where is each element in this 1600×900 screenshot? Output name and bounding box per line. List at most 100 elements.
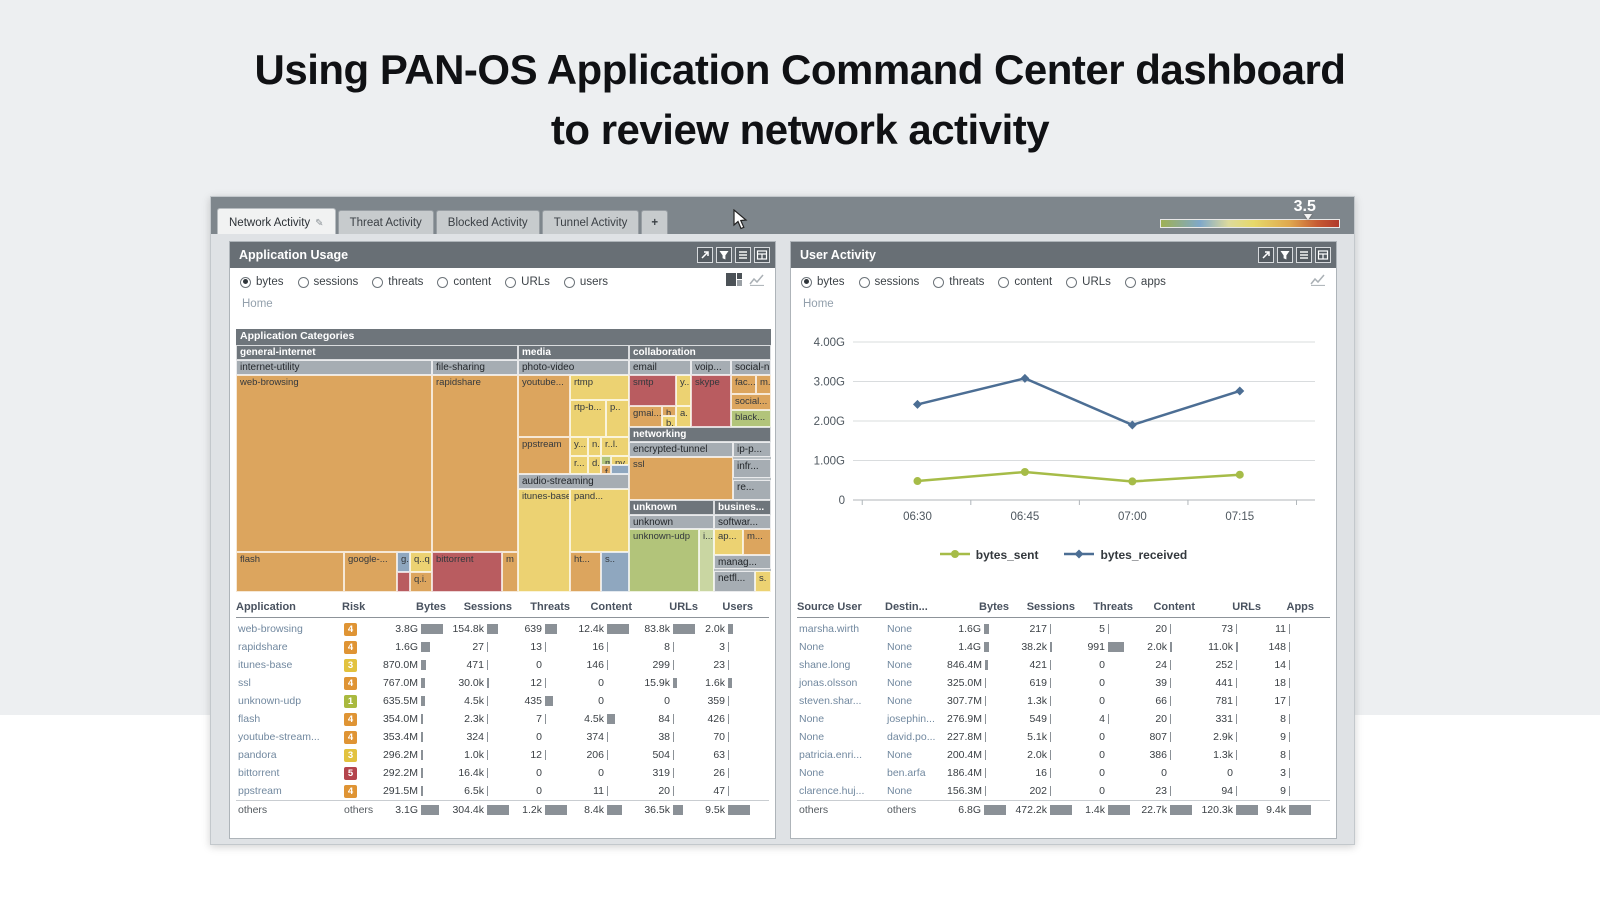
treemap-tile[interactable]: pand... — [570, 489, 629, 552]
treemap-tile[interactable]: itunes-base — [518, 489, 570, 592]
treemap-subcategory[interactable]: internet-utility — [236, 360, 432, 375]
table-row[interactable]: others others 3.1G 304.4k 1.2k 8.4k 36.5k 9.5k — [236, 800, 769, 818]
table-row[interactable]: steven.shar... None 307.7M 1.3k 0 66 781 17 — [797, 692, 1330, 710]
radio-dot-icon[interactable] — [1066, 276, 1078, 288]
table-row[interactable]: unknown-udp 1 635.5M 4.5k 435 0 0 359 — [236, 692, 769, 710]
column-header-application[interactable]: Application — [236, 601, 296, 613]
treemap-tile[interactable]: ssl — [629, 457, 733, 500]
column-header-urls[interactable]: URLs — [1232, 601, 1261, 613]
column-header-urls[interactable]: URLs — [669, 601, 698, 613]
radio-dot-icon[interactable] — [437, 276, 449, 288]
legend-item-bytes_received[interactable]: bytes_received — [1064, 548, 1187, 562]
table-row[interactable]: None josephin... 276.9M 549 4 20 331 8 — [797, 710, 1330, 728]
treemap-tile[interactable]: social... — [731, 394, 771, 410]
treemap-subcategory[interactable]: unknown — [629, 515, 714, 529]
treemap-tile[interactable]: ap... — [714, 529, 743, 555]
treemap-tile[interactable]: rtp-b... — [570, 400, 606, 437]
treemap-subcategory[interactable]: manag... — [714, 555, 771, 569]
table-row[interactable]: None david.po... 227.8M 5.1k 0 807 2.9k 9 — [797, 728, 1330, 746]
maximize-icon[interactable] — [697, 247, 713, 263]
maximize-icon[interactable] — [1258, 247, 1274, 263]
treemap-tile[interactable]: y... — [570, 437, 588, 456]
table-row[interactable]: pandora 3 296.2M 1.0k 12 206 504 63 — [236, 746, 769, 764]
application-usage-breadcrumb[interactable]: Home — [242, 298, 273, 310]
table-row[interactable]: youtube-stream... 4 353.4M 324 0 374 38 70 — [236, 728, 769, 746]
column-header-threats[interactable]: Threats — [1093, 601, 1133, 613]
radio-dot-icon[interactable] — [858, 276, 870, 288]
tab-tunnel-activity[interactable]: Tunnel Activity — [541, 210, 640, 234]
treemap-tile[interactable]: rtmp — [570, 375, 629, 400]
treemap-tile[interactable]: i... — [699, 529, 714, 592]
treemap-tile[interactable]: fac... — [731, 375, 756, 394]
treemap-tile[interactable]: nv — [611, 456, 629, 465]
radio-threats[interactable]: threats — [933, 276, 984, 288]
radio-urls[interactable]: URLs — [505, 276, 550, 288]
treemap-category[interactable]: collaboration — [629, 345, 771, 360]
treemap-tile[interactable]: google-... — [344, 552, 397, 592]
treemap-category[interactable]: busines... — [714, 500, 771, 515]
radio-dot-icon[interactable] — [933, 276, 945, 288]
treemap-tile[interactable]: skype — [691, 375, 731, 427]
column-header-users[interactable]: Users — [722, 601, 753, 613]
filter-icon[interactable] — [1277, 247, 1293, 263]
treemap-tile[interactable]: b. — [662, 416, 676, 427]
treemap-tile[interactable]: s. — [755, 571, 771, 592]
column-header-destin[interactable]: Destin... — [885, 601, 928, 613]
radio-dot-icon[interactable] — [505, 276, 517, 288]
radio-dot-icon[interactable] — [372, 276, 384, 288]
details-icon[interactable] — [754, 247, 770, 263]
treemap-tile[interactable]: n.. — [588, 437, 601, 456]
table-row[interactable]: patricia.enri... None 200.4M 2.0k 0 386 1.3k 8 — [797, 746, 1330, 764]
filter-icon[interactable] — [716, 247, 732, 263]
edit-icon[interactable]: ✎ — [315, 217, 324, 229]
treemap-tile[interactable]: m — [502, 552, 518, 592]
table-row[interactable]: None ben.arfa 186.4M 16 0 0 0 3 — [797, 764, 1330, 782]
treemap-tile[interactable]: r..l. — [601, 437, 629, 456]
table-row[interactable]: ssl 4 767.0M 30.0k 12 0 15.9k 1.6k — [236, 674, 769, 692]
treemap-tile[interactable]: p.. — [606, 400, 629, 437]
radio-bytes[interactable]: bytes — [240, 276, 284, 288]
treemap-subcategory[interactable]: email — [629, 360, 691, 375]
treemap-tile[interactable]: a. — [676, 406, 691, 427]
table-row[interactable]: flash 4 354.0M 2.3k 7 4.5k 84 426 — [236, 710, 769, 728]
radio-dot-icon[interactable] — [998, 276, 1010, 288]
table-row[interactable]: marsha.wirth None 1.6G 217 5 20 73 11 — [797, 620, 1330, 638]
chart-view-icon[interactable] — [749, 273, 765, 291]
tab-blocked-activity[interactable]: Blocked Activity — [435, 210, 540, 234]
treemap-view-icon[interactable] — [726, 273, 742, 291]
table-row[interactable]: clarence.huj... None 156.3M 202 0 23 94 9 — [797, 782, 1330, 800]
column-header-sourceuser[interactable]: Source User — [797, 601, 862, 613]
treemap-subcategory[interactable]: voip... — [691, 360, 731, 375]
treemap-tile[interactable]: web-browsing — [236, 375, 432, 552]
radio-content[interactable]: content — [998, 276, 1052, 288]
treemap-tile[interactable]: s.. — [601, 552, 629, 592]
column-header-bytes[interactable]: Bytes — [979, 601, 1009, 613]
radio-urls[interactable]: URLs — [1066, 276, 1111, 288]
radio-threats[interactable]: threats — [372, 276, 423, 288]
column-header-content[interactable]: Content — [590, 601, 632, 613]
treemap-tile[interactable] — [611, 465, 629, 474]
list-icon[interactable] — [735, 247, 751, 263]
treemap-tile[interactable]: rapidshare — [432, 375, 518, 552]
treemap-tile[interactable]: gmai... — [629, 406, 662, 427]
treemap-tile[interactable]: g.. — [397, 552, 410, 572]
radio-dot-icon[interactable] — [1124, 276, 1136, 288]
treemap-subcategory[interactable]: social-n... — [731, 360, 771, 375]
radio-apps[interactable]: apps — [1124, 276, 1166, 288]
treemap-subcategory[interactable]: encrypted-tunnel — [629, 442, 733, 457]
treemap-subcategory[interactable]: photo-video — [518, 360, 629, 375]
treemap-category[interactable]: media — [518, 345, 629, 360]
treemap-tile[interactable]: flash — [236, 552, 344, 592]
treemap-tile[interactable]: ppstream — [518, 437, 570, 474]
treemap-subcategory[interactable]: netfl... — [714, 571, 755, 592]
table-row[interactable]: itunes-base 3 870.0M 471 0 146 299 23 — [236, 656, 769, 674]
table-row[interactable]: rapidshare 4 1.6G 27 13 16 8 3 — [236, 638, 769, 656]
radio-users[interactable]: users — [563, 276, 608, 288]
treemap-subcategory[interactable]: infr... — [733, 459, 771, 478]
radio-bytes[interactable]: bytes — [801, 276, 845, 288]
radio-dot-icon[interactable] — [240, 276, 251, 288]
treemap-tile[interactable]: q.i. — [410, 572, 432, 592]
treemap-tile[interactable]: black... — [731, 410, 771, 427]
treemap-tile[interactable]: y... — [676, 375, 691, 406]
column-header-risk[interactable]: Risk — [342, 601, 366, 613]
